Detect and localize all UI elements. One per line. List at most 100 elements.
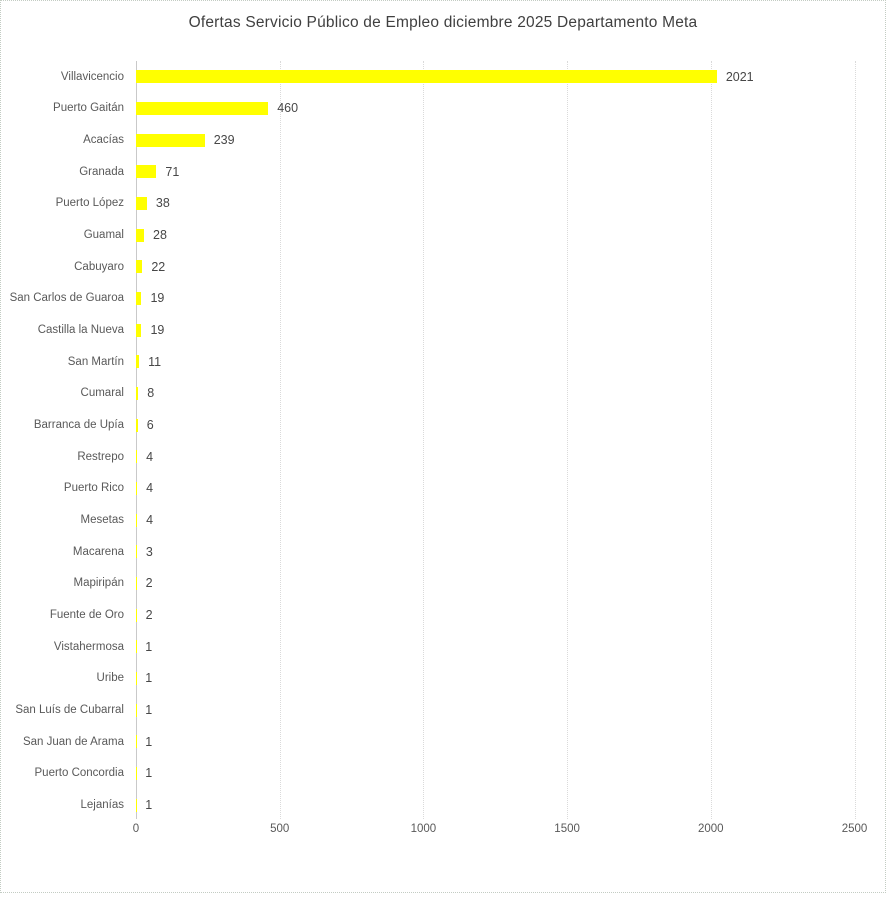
bar-row: Vistahermosa 1	[1, 631, 887, 663]
value-label: 4	[146, 481, 154, 496]
bar	[136, 70, 717, 84]
category-label: Vistahermosa	[53, 640, 124, 653]
x-axis-tick-label: 1500	[554, 823, 580, 835]
category-label: Barranca de Upía	[33, 419, 124, 432]
bar-row: Barranca de Upía 6	[1, 409, 887, 441]
value-label: 4	[146, 449, 154, 464]
gridline	[423, 61, 425, 819]
value-label: 1	[145, 703, 153, 718]
bar-row: Acacías 239	[1, 124, 887, 156]
category-label: Acacías	[83, 134, 124, 147]
category-label: San Luís de Cubarral	[15, 704, 124, 717]
bar-row: Macarena 3	[1, 536, 887, 568]
category-label: Cumaral	[80, 387, 124, 400]
bar	[136, 260, 143, 274]
bar-row: San Martín 11	[1, 346, 887, 378]
category-label: Castilla la Nueva	[37, 324, 124, 337]
value-label: 1	[145, 734, 153, 749]
bar-row: Villavicencio 2021	[1, 61, 887, 93]
value-label: 28	[153, 228, 167, 243]
bar-row: Puerto López 38	[1, 188, 887, 220]
bar	[136, 386, 139, 400]
bar	[136, 450, 138, 464]
x-axis-tick-label: 1000	[410, 823, 437, 835]
bar	[136, 418, 138, 432]
bar-row: Mesetas 4	[1, 504, 887, 536]
chart-container: Ofertas Servicio Público de Empleo dicie…	[0, 0, 886, 893]
bar-row: Guamal 28	[1, 219, 887, 251]
bar	[136, 355, 140, 369]
bar-row: Cumaral 8	[1, 378, 887, 410]
bar	[136, 481, 138, 495]
value-label: 71	[165, 164, 180, 179]
value-label: 6	[146, 418, 154, 433]
value-label: 2	[145, 608, 153, 623]
y-axis-line	[136, 61, 137, 819]
category-label: Mapiripán	[73, 577, 125, 590]
bar	[136, 545, 137, 559]
bar	[136, 323, 142, 337]
gridline	[710, 61, 712, 819]
category-label: Puerto Gaitán	[53, 102, 124, 115]
category-label: Villavicencio	[60, 70, 124, 83]
bar	[136, 576, 137, 590]
bar-row: Puerto Concordia 1	[1, 758, 887, 790]
category-label: San Martín	[67, 355, 124, 368]
category-label: Mesetas	[80, 514, 124, 527]
bar-row: Restrepo 4	[1, 441, 887, 473]
value-label: 1	[145, 639, 153, 654]
bar	[136, 513, 138, 527]
value-label: 2	[145, 576, 153, 591]
x-axis-tick-label: 0	[132, 823, 140, 835]
value-label: 19	[150, 291, 165, 306]
bar-row: Castilla la Nueva 19	[1, 314, 887, 346]
bar	[136, 101, 269, 115]
bar-row: Uribe 1	[1, 663, 887, 695]
bar-row: San Carlos de Guaroa 19	[1, 283, 887, 315]
bar	[136, 165, 157, 179]
category-label: Puerto Concordia	[34, 767, 125, 780]
value-label: 38	[155, 196, 170, 211]
bar	[136, 196, 147, 210]
category-label: Guamal	[83, 229, 124, 242]
value-label: 8	[147, 386, 155, 401]
bar	[136, 608, 137, 622]
category-label: Puerto López	[55, 197, 124, 210]
value-label: 3	[145, 544, 153, 559]
bar-row: San Luís de Cubarral 1	[1, 694, 887, 726]
gridline	[279, 61, 281, 819]
plot-area: Villavicencio 2021 Puerto Gaitán 460 Acacías…	[1, 61, 887, 821]
value-label: 4	[146, 513, 154, 528]
category-label: Macarena	[72, 545, 124, 558]
value-label: 1	[145, 766, 153, 781]
value-label: 19	[150, 323, 165, 338]
bar-row: Puerto Rico 4	[1, 473, 887, 505]
category-label: Puerto Rico	[63, 482, 124, 495]
bar-row: Mapiripán 2	[1, 568, 887, 600]
bar-row: Cabuyaro 22	[1, 251, 887, 283]
value-label: 1	[145, 798, 153, 812]
value-label: 11	[148, 354, 162, 369]
bar-row: Puerto Gaitán 460	[1, 93, 887, 125]
value-label: 2021	[725, 69, 754, 84]
bar	[136, 228, 145, 242]
category-label: Cabuyaro	[74, 260, 124, 273]
value-label: 22	[151, 259, 166, 274]
category-label: Fuente de Oro	[49, 609, 124, 622]
category-label: Lejanías	[80, 799, 124, 811]
gridline	[854, 61, 856, 819]
bar	[136, 133, 205, 147]
category-label: San Carlos de Guaroa	[9, 292, 124, 305]
bar-row: Lejanías 1	[1, 789, 887, 821]
bar-row: San Juan de Arama 1	[1, 726, 887, 758]
chart-title: Ofertas Servicio Público de Empleo dicie…	[188, 14, 698, 31]
bar	[136, 291, 142, 305]
category-label: Restrepo	[77, 450, 124, 463]
x-axis-tick-label: 2000	[698, 823, 724, 835]
category-label: San Juan de Arama	[22, 735, 124, 748]
bar-row: Granada 71	[1, 156, 887, 188]
x-axis-tick-label: 500	[270, 823, 290, 835]
x-axis-tick-label: 2500	[841, 823, 868, 835]
category-label: Uribe	[96, 672, 124, 685]
value-label: 1	[145, 671, 153, 686]
